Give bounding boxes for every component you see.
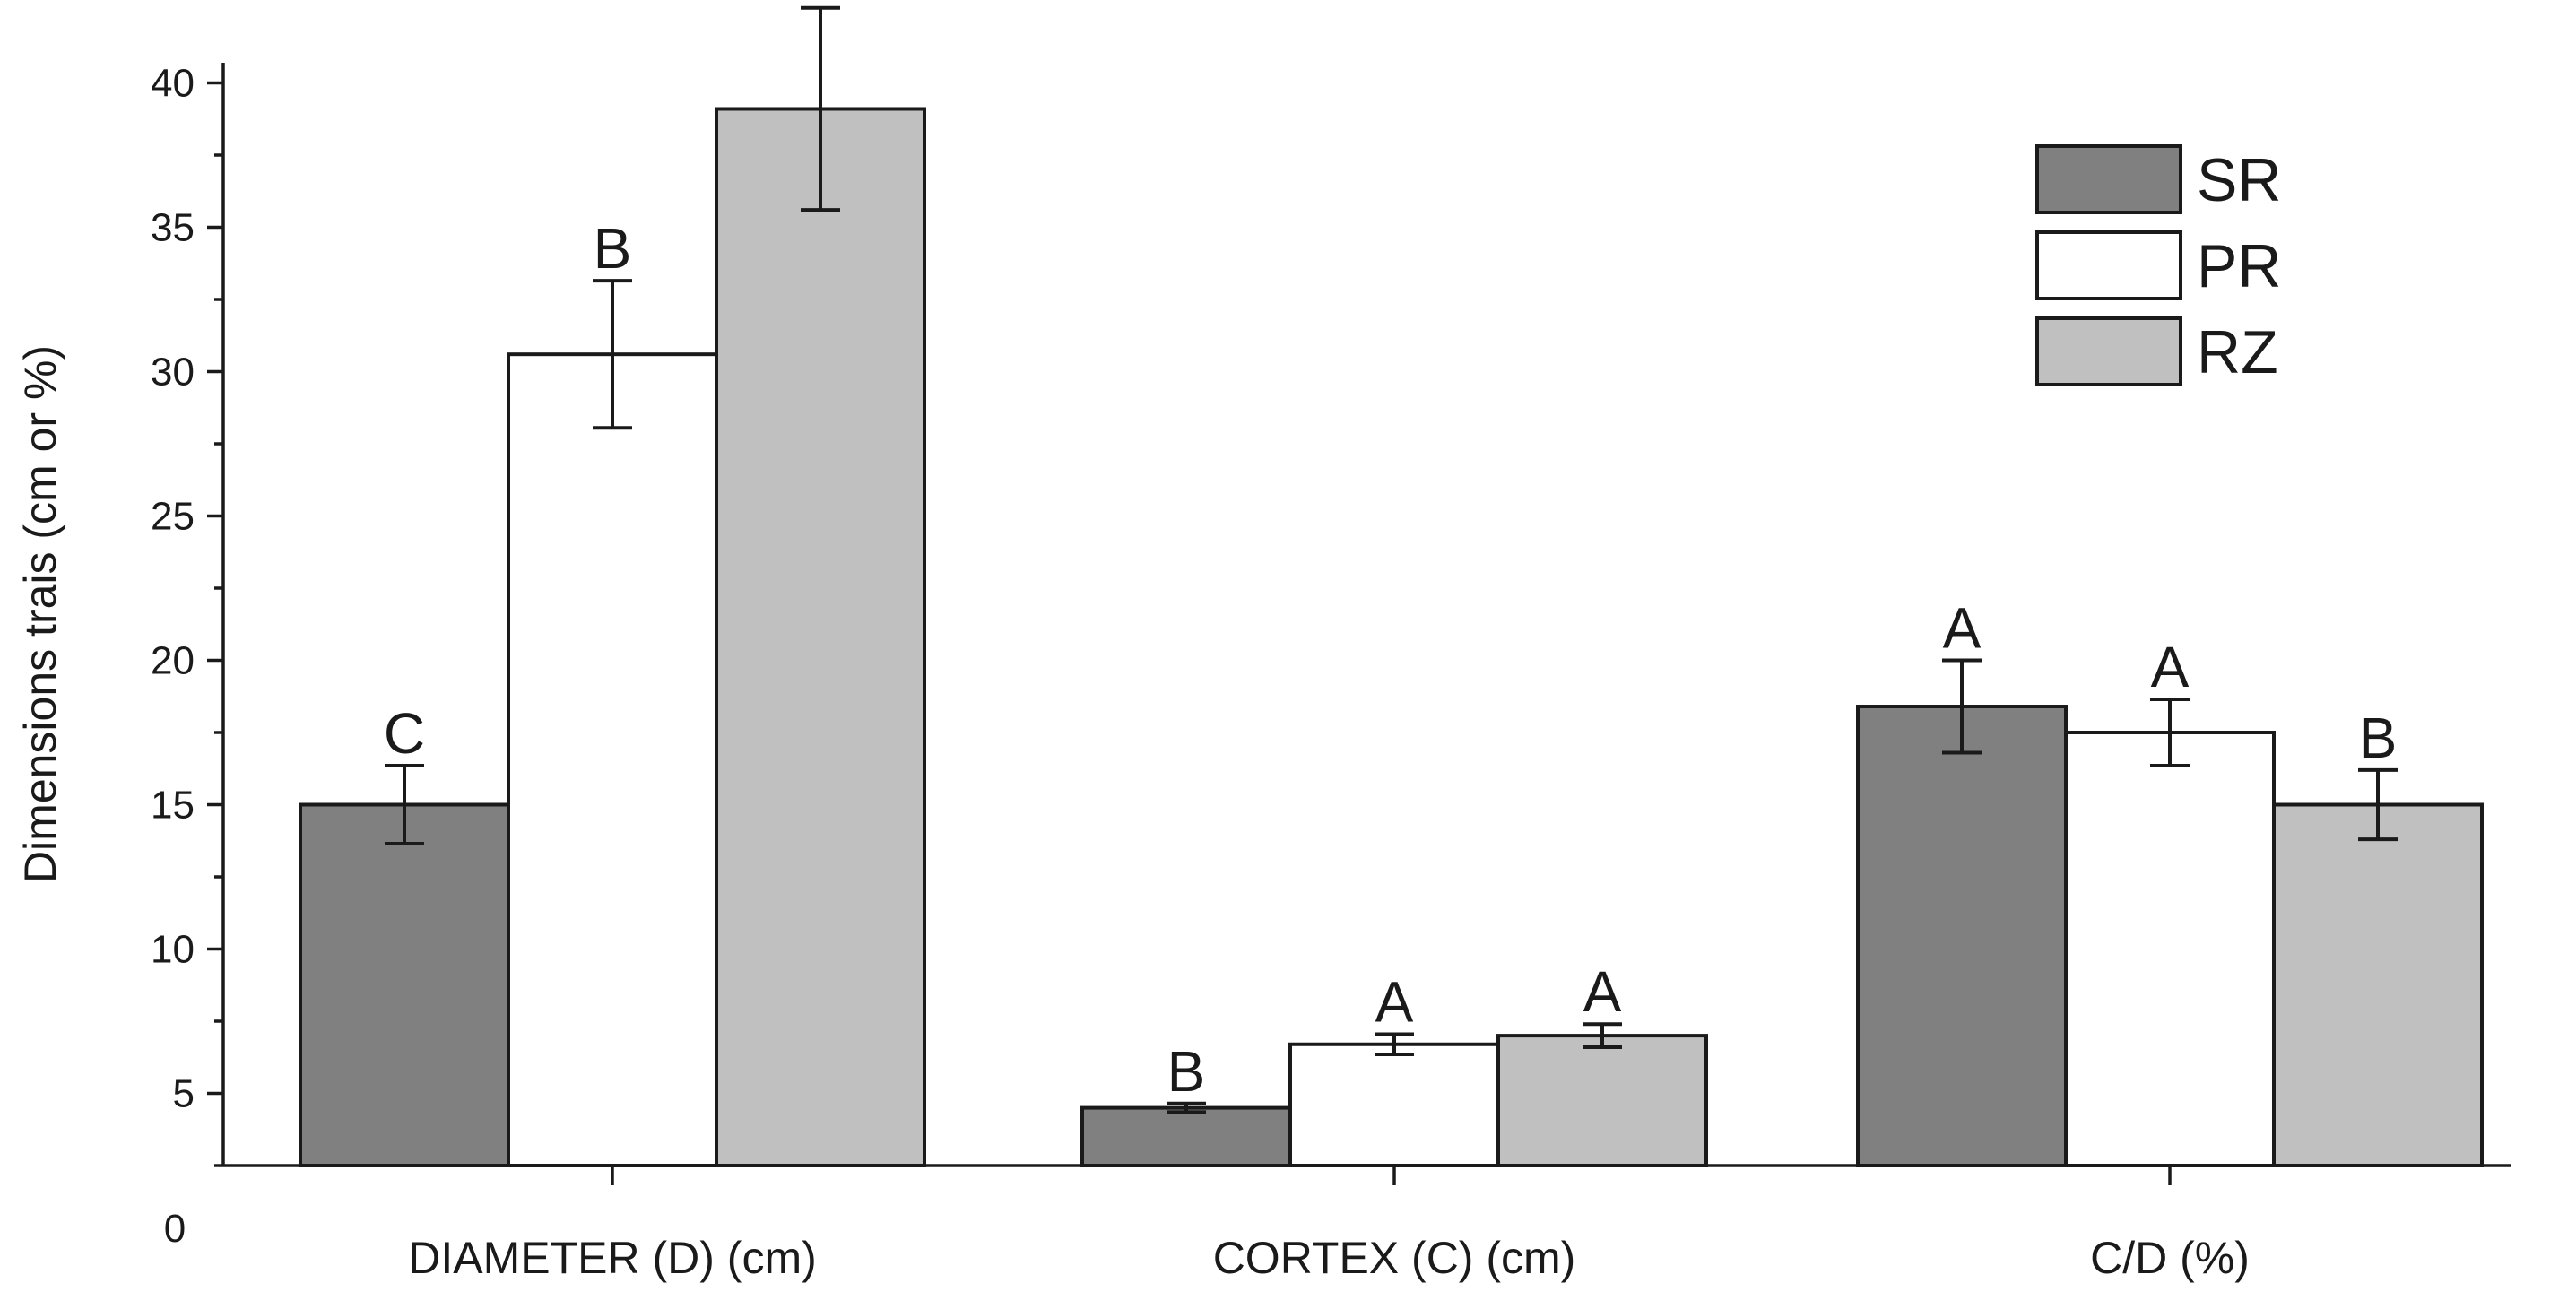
significance-letter: B	[594, 216, 632, 281]
legend: SR PR RZ	[2035, 144, 2281, 386]
bar-sr	[299, 802, 510, 1167]
y-tick-label: 10	[151, 928, 195, 972]
significance-letter: A	[2151, 635, 2190, 699]
bar-sr	[1856, 705, 2068, 1168]
bar-rz	[2272, 802, 2484, 1167]
significance-letter: C	[384, 701, 425, 766]
bar-pr	[2064, 731, 2276, 1167]
y-ticks: 5 10 15 20 25 30 35 40	[151, 62, 223, 1167]
y-tick-label: 5	[173, 1072, 195, 1116]
y-tick-label: 25	[151, 495, 195, 539]
significance-letter: B	[2359, 706, 2398, 770]
y-tick-label: 35	[151, 206, 195, 250]
bar-rz	[1496, 1034, 1708, 1167]
x-category-label: CORTEX (C) (cm)	[1213, 1233, 1576, 1283]
significance-letter: B	[1167, 1039, 1206, 1104]
bar-pr	[1288, 1042, 1500, 1168]
significance-letter: A	[1943, 596, 1982, 661]
y-axis-title: Dimensions trais (cm or %)	[15, 345, 65, 883]
significance-letter: A	[802, 0, 840, 8]
y-tick-label: 15	[151, 784, 195, 828]
legend-label: SR	[2197, 146, 2281, 214]
legend-swatch-rz	[2035, 316, 2182, 386]
significance-letter: A	[1375, 969, 1414, 1034]
y-tick-label: 30	[151, 351, 195, 394]
x-ticks: DIAMETER (D) (cm) CORTEX (C) (cm) C/D (%)	[408, 1166, 2250, 1283]
legend-label: RZ	[2197, 318, 2278, 386]
bar-pr	[507, 352, 718, 1167]
y-tick-label: 40	[151, 62, 195, 106]
bar-rz	[715, 107, 926, 1168]
error-bars	[385, 5, 2398, 1114]
x-category-label: C/D (%)	[2090, 1233, 2250, 1283]
bars	[299, 107, 2484, 1168]
y-origin-label: 0	[164, 1207, 186, 1251]
legend-swatch-pr	[2035, 230, 2182, 300]
x-category-label: DIAMETER (D) (cm)	[408, 1233, 817, 1283]
bar-sr	[1080, 1105, 1292, 1167]
significance-letter: A	[1583, 959, 1622, 1024]
legend-swatch-sr	[2035, 144, 2182, 214]
y-tick-label: 20	[151, 639, 195, 683]
legend-label: PR	[2197, 232, 2281, 300]
significance-letters: C B A B A A A A B	[384, 0, 2397, 1104]
